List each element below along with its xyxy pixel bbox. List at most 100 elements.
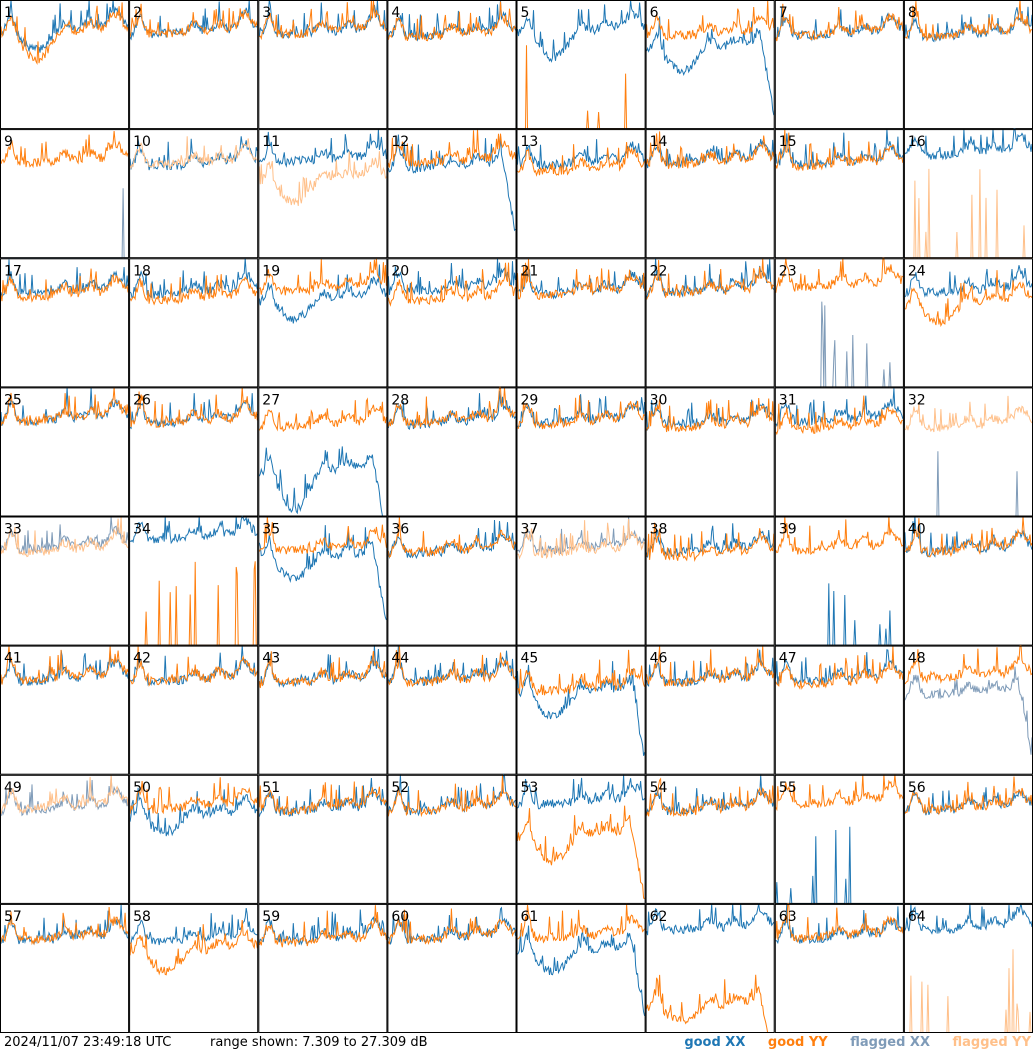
panel-label: 11 — [262, 134, 280, 150]
panel-27: 27 — [258, 387, 388, 517]
panel-label: 63 — [779, 909, 797, 925]
series-yy-panel-44 — [387, 645, 516, 688]
series-xx-panel-11 — [258, 129, 387, 168]
panel-label: 41 — [4, 651, 22, 667]
series-yy-panel-36 — [387, 516, 516, 558]
panel-25: 25 — [0, 387, 130, 517]
series-xx-panel-39 — [775, 583, 903, 646]
series-xx-panel-35 — [258, 525, 387, 621]
series-yy-panel-5 — [517, 45, 645, 130]
panel-label: 44 — [391, 651, 409, 667]
panel-label: 51 — [262, 780, 280, 796]
series-yy-panel-62 — [646, 974, 774, 1033]
timestamp: 2024/11/07 23:49:18 UTC — [4, 1035, 172, 1050]
panel-33: 33 — [0, 516, 130, 646]
panel-53: 53 — [516, 774, 646, 904]
series-yy-panel-35 — [258, 516, 387, 555]
series-xx-panel-16 — [904, 128, 1033, 161]
panel-border — [774, 903, 904, 1033]
series-xx-panel-13 — [517, 139, 646, 170]
panel-14: 14 — [645, 129, 775, 259]
panel-15: 15 — [774, 129, 904, 259]
series-yy-panel-48 — [904, 645, 1033, 685]
panel-52: 52 — [387, 773, 517, 904]
legend-flagged-xx: flagged XX — [850, 1035, 930, 1050]
panel-border — [129, 0, 259, 130]
panel-border — [258, 387, 388, 517]
series-xx-panel-45 — [517, 661, 646, 756]
series-xx-panel-36 — [387, 519, 516, 560]
panel-border — [0, 258, 130, 388]
panel-9: 9 — [0, 129, 130, 259]
panel-border — [645, 258, 775, 388]
series-yy-panel-61 — [517, 903, 646, 944]
panel-44: 44 — [387, 645, 517, 775]
panel-4: 4 — [387, 0, 517, 130]
panel-5: 5 — [516, 0, 646, 130]
series-xx-panel-34 — [129, 515, 258, 545]
panel-border — [129, 258, 259, 388]
panel-border — [129, 645, 259, 775]
series-yy-panel-18 — [129, 274, 258, 306]
panel-border — [645, 903, 775, 1033]
series-xx-panel-59 — [258, 909, 387, 946]
series-yy-panel-2 — [129, 3, 258, 38]
series-yy-panel-54 — [646, 777, 775, 817]
panel-border — [516, 0, 646, 130]
panel-label: 64 — [908, 909, 926, 925]
panel-32: 32 — [903, 387, 1033, 517]
panel-label: 10 — [133, 134, 151, 150]
series-xx-panel-50 — [129, 787, 258, 837]
series-xx-panel-6 — [646, 16, 775, 116]
panel-13: 13 — [516, 129, 646, 259]
footer-bar: 2024/11/07 23:49:18 UTC range shown: 7.3… — [0, 1033, 1033, 1053]
legend-good-xx: good XX — [684, 1035, 746, 1050]
panel-label: 53 — [521, 780, 539, 796]
panel-22: 22 — [645, 258, 775, 388]
panel-border — [258, 0, 388, 130]
panel-label: 3 — [262, 5, 271, 21]
series-xx-panel-32 — [904, 451, 1032, 517]
panel-border — [516, 387, 646, 517]
panel-28: 28 — [387, 386, 517, 517]
panel-label: 43 — [262, 651, 280, 667]
series-yy-panel-63 — [775, 903, 904, 944]
panel-border — [0, 903, 130, 1033]
series-yy-panel-26 — [129, 387, 258, 428]
series-yy-panel-50 — [129, 777, 258, 815]
series-yy-panel-3 — [259, 0, 387, 41]
panel-51: 51 — [258, 774, 388, 904]
series-yy-panel-53 — [517, 805, 645, 899]
panel-label: 8 — [908, 5, 917, 21]
series-xx-panel-53 — [517, 774, 646, 810]
panel-border — [774, 774, 904, 904]
panel-border — [0, 387, 130, 517]
panel-label: 36 — [391, 522, 409, 538]
panel-24: 24 — [903, 258, 1033, 388]
panel-border — [645, 129, 775, 259]
panel-17: 17 — [0, 258, 130, 388]
panel-48: 48 — [903, 645, 1033, 775]
series-yy-panel-51 — [258, 781, 387, 816]
panel-59: 59 — [258, 903, 388, 1033]
panel-label: 56 — [908, 780, 926, 796]
panel-19: 19 — [258, 258, 388, 388]
series-yy-panel-34 — [130, 561, 258, 646]
series-yy-panel-11 — [258, 151, 387, 206]
series-yy-panel-40 — [904, 516, 1033, 558]
legend-good-yy: good YY — [767, 1035, 828, 1050]
series-xx-panel-51 — [258, 777, 387, 817]
series-yy-panel-22 — [646, 258, 775, 300]
panel-label: 18 — [133, 263, 151, 279]
series-xx-panel-62 — [646, 903, 775, 936]
panel-border — [516, 774, 646, 904]
panel-label: 60 — [391, 909, 409, 925]
panel-border — [258, 516, 388, 646]
series-yy-panel-37 — [517, 518, 645, 560]
series-xx-panel-55 — [775, 826, 903, 905]
panel-38: 38 — [645, 516, 775, 646]
panel-21: 21 — [516, 258, 646, 388]
panel-label: 49 — [4, 780, 22, 796]
